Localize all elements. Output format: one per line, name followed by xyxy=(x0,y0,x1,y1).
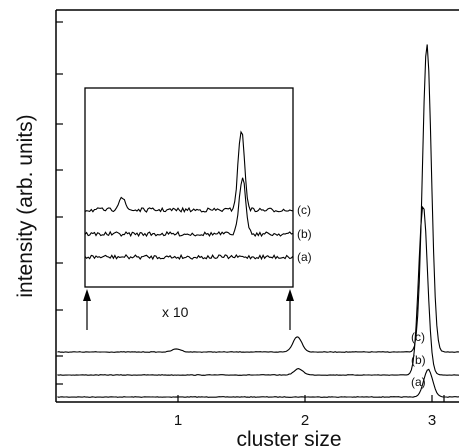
magnification-arrow-left xyxy=(83,289,91,330)
main-series-labels: (a) (b) (c) xyxy=(411,330,426,389)
inset-frame xyxy=(84,87,294,288)
inset-series-line-b xyxy=(84,177,294,238)
series-label-a: (a) xyxy=(411,375,426,389)
series-line-c xyxy=(57,44,459,353)
series-label-b: (b) xyxy=(411,353,426,367)
x-axis-title: cluster size xyxy=(236,428,341,448)
inset-series xyxy=(84,130,294,261)
series-line-b xyxy=(57,205,459,376)
inset-series-label-a: (a) xyxy=(297,250,312,264)
magnification-arrow-right xyxy=(286,289,294,330)
series-label-c: (c) xyxy=(411,330,425,344)
x-ticks: 1 2 3 xyxy=(174,395,445,429)
series-line-a xyxy=(57,368,459,398)
y-axis-title: intensity (arb. units) xyxy=(14,114,37,297)
plot-frame xyxy=(55,9,459,403)
inset-series-label-c: (c) xyxy=(297,203,311,217)
inset-series-labels: (c) (b) (a) xyxy=(297,203,312,264)
x-tick-label-1: 1 xyxy=(174,412,182,429)
y-ticks xyxy=(56,21,63,385)
inset-series-label-b: (b) xyxy=(297,227,312,241)
x-tick-label-3: 3 xyxy=(428,412,436,429)
inset: (c) (b) (a) x 10 xyxy=(83,87,312,330)
magnification-label: x 10 xyxy=(162,304,189,320)
inset-series-line-c xyxy=(84,130,294,213)
x-tick-label-2: 2 xyxy=(301,412,309,429)
main-series xyxy=(57,44,459,398)
inset-series-line-a xyxy=(84,253,294,261)
